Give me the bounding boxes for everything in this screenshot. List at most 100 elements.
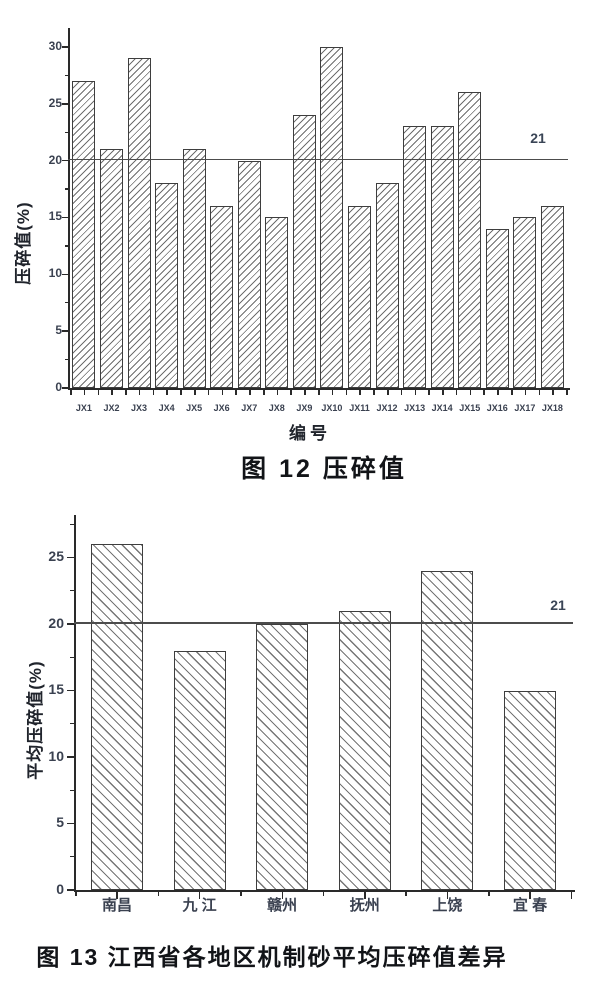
y-tick-label: 10 [48,266,62,281]
x-tick [304,390,306,395]
y-major-tick [67,822,74,825]
x-tick [442,390,444,395]
bar-11 [348,206,371,388]
x-tick [116,892,118,899]
figure12-x-axis-title: 编号 [289,424,331,443]
bar-1 [72,81,96,388]
y-major-tick [62,216,68,219]
x-category-label: JX18 [541,403,563,413]
x-tick [235,390,237,395]
x-tick [276,390,279,395]
y-minor-tick [70,789,74,791]
x-category-label: JX4 [158,403,175,413]
figure13-caption: 图 13 江西省各地区机制砂平均压碎值差异 [36,944,508,970]
bar-3 [256,624,309,890]
x-axis-line [74,890,575,892]
y-minor-tick [64,188,68,190]
reference-line [68,158,568,161]
bar-2 [99,149,123,388]
y-major-tick [67,889,74,891]
x-category-label: 赣州 [267,897,298,914]
y-minor-tick [64,245,68,247]
x-tick [97,390,100,395]
x-tick [180,390,182,395]
bar-4 [155,183,179,388]
y-major-tick [62,159,68,162]
x-tick [281,892,284,899]
x-tick [207,390,210,395]
reference-line [74,622,573,624]
x-category-label: JX16 [486,403,508,413]
x-tick [111,390,113,395]
y-tick-label: 5 [56,814,64,831]
x-category-label: JX6 [213,403,230,413]
bar-13 [403,126,427,388]
x-tick [483,390,485,395]
y-axis-line [74,515,76,892]
x-category-label: 上饶 [432,897,463,914]
x-category-label: 抚州 [349,897,380,914]
x-tick [125,390,127,395]
figure12-caption: 图 12 压碎值 [241,455,407,483]
x-tick [322,892,325,896]
figure12-y-axis-title: 压碎值(%) [14,201,33,285]
bar-1 [91,544,143,890]
bar-3 [127,58,151,388]
y-tick-label: 15 [48,209,62,224]
x-tick [345,390,348,395]
x-tick [446,892,449,899]
x-tick [166,390,169,395]
bar-4 [338,610,391,890]
x-category-label: 九 江 [182,897,217,914]
bar-5 [182,149,206,388]
figure13-y-axis-title: 平均压碎值(%) [26,660,45,780]
x-tick [386,390,389,395]
x-tick [524,390,527,395]
x-tick [331,390,334,395]
y-minor-tick [64,131,68,133]
x-category-label: JX17 [514,403,536,413]
bar-2 [173,650,226,890]
x-category-label: JX12 [376,403,398,413]
x-tick [249,390,251,395]
x-category-label: JX1 [75,403,92,413]
bar-6 [504,690,556,890]
y-tick-label: 25 [48,548,64,565]
x-tick [83,390,86,395]
figure12-plot-area: 0 5 10 15 20 25 30 JX1 JX2 JX3 JX4 JX5 JX6 JX7 JX8 JX9 J… [0,0,600,420]
x-tick [497,390,499,395]
x-tick [400,390,403,395]
y-major-tick [62,46,68,48]
y-tick-label: 25 [48,95,62,110]
x-tick [552,390,554,395]
bar-9 [292,115,316,388]
y-minor-tick [70,723,74,725]
x-tick [152,390,155,395]
x-category-label: JX2 [103,403,120,413]
y-minor-tick [64,74,68,76]
x-tick [75,892,77,896]
x-tick [529,892,531,899]
x-tick [510,390,513,395]
x-tick [405,892,407,896]
x-tick [240,892,242,896]
figure12-reference-line-label: 21 [530,130,546,146]
x-tick [469,390,472,395]
x-category-label: JX7 [241,403,258,413]
x-axis-line [68,388,570,390]
y-tick-label: 0 [55,380,62,395]
figure13-reference-line-label: 21 [550,597,566,613]
x-tick [428,390,430,395]
y-axis-line [68,28,70,390]
y-tick-label: 10 [48,747,64,764]
x-tick [455,390,458,395]
bar-15 [458,92,482,388]
y-major-tick [67,623,74,625]
y-tick-label: 20 [48,614,64,631]
x-category-label: JX13 [404,403,426,413]
x-category-label: 宜 春 [512,897,548,914]
x-tick [157,892,160,896]
x-tick [221,390,224,395]
x-tick [138,390,141,395]
x-tick [194,390,196,395]
